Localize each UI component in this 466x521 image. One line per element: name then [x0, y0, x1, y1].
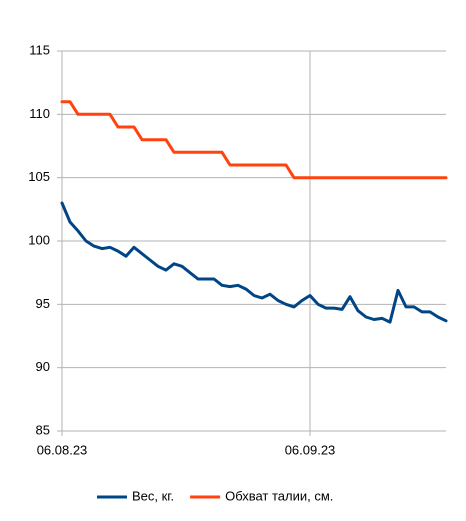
y-tick-label: 105	[28, 169, 50, 184]
legend-label: Вес, кг.	[132, 488, 174, 503]
legend-label: Обхват талии, см.	[225, 488, 333, 503]
y-tick-label: 85	[36, 422, 50, 437]
y-tick-label: 110	[29, 106, 50, 121]
line	[60, 201, 448, 324]
x-tick-label: 06.08.23	[37, 442, 88, 457]
line	[60, 100, 448, 180]
y-tick-label: 115	[29, 42, 50, 57]
y-tick-label: 100	[28, 232, 50, 247]
y-tick-label: 90	[36, 359, 50, 374]
x-tick-label: 06.09.23	[285, 442, 336, 457]
y-tick-label: 95	[36, 296, 50, 311]
